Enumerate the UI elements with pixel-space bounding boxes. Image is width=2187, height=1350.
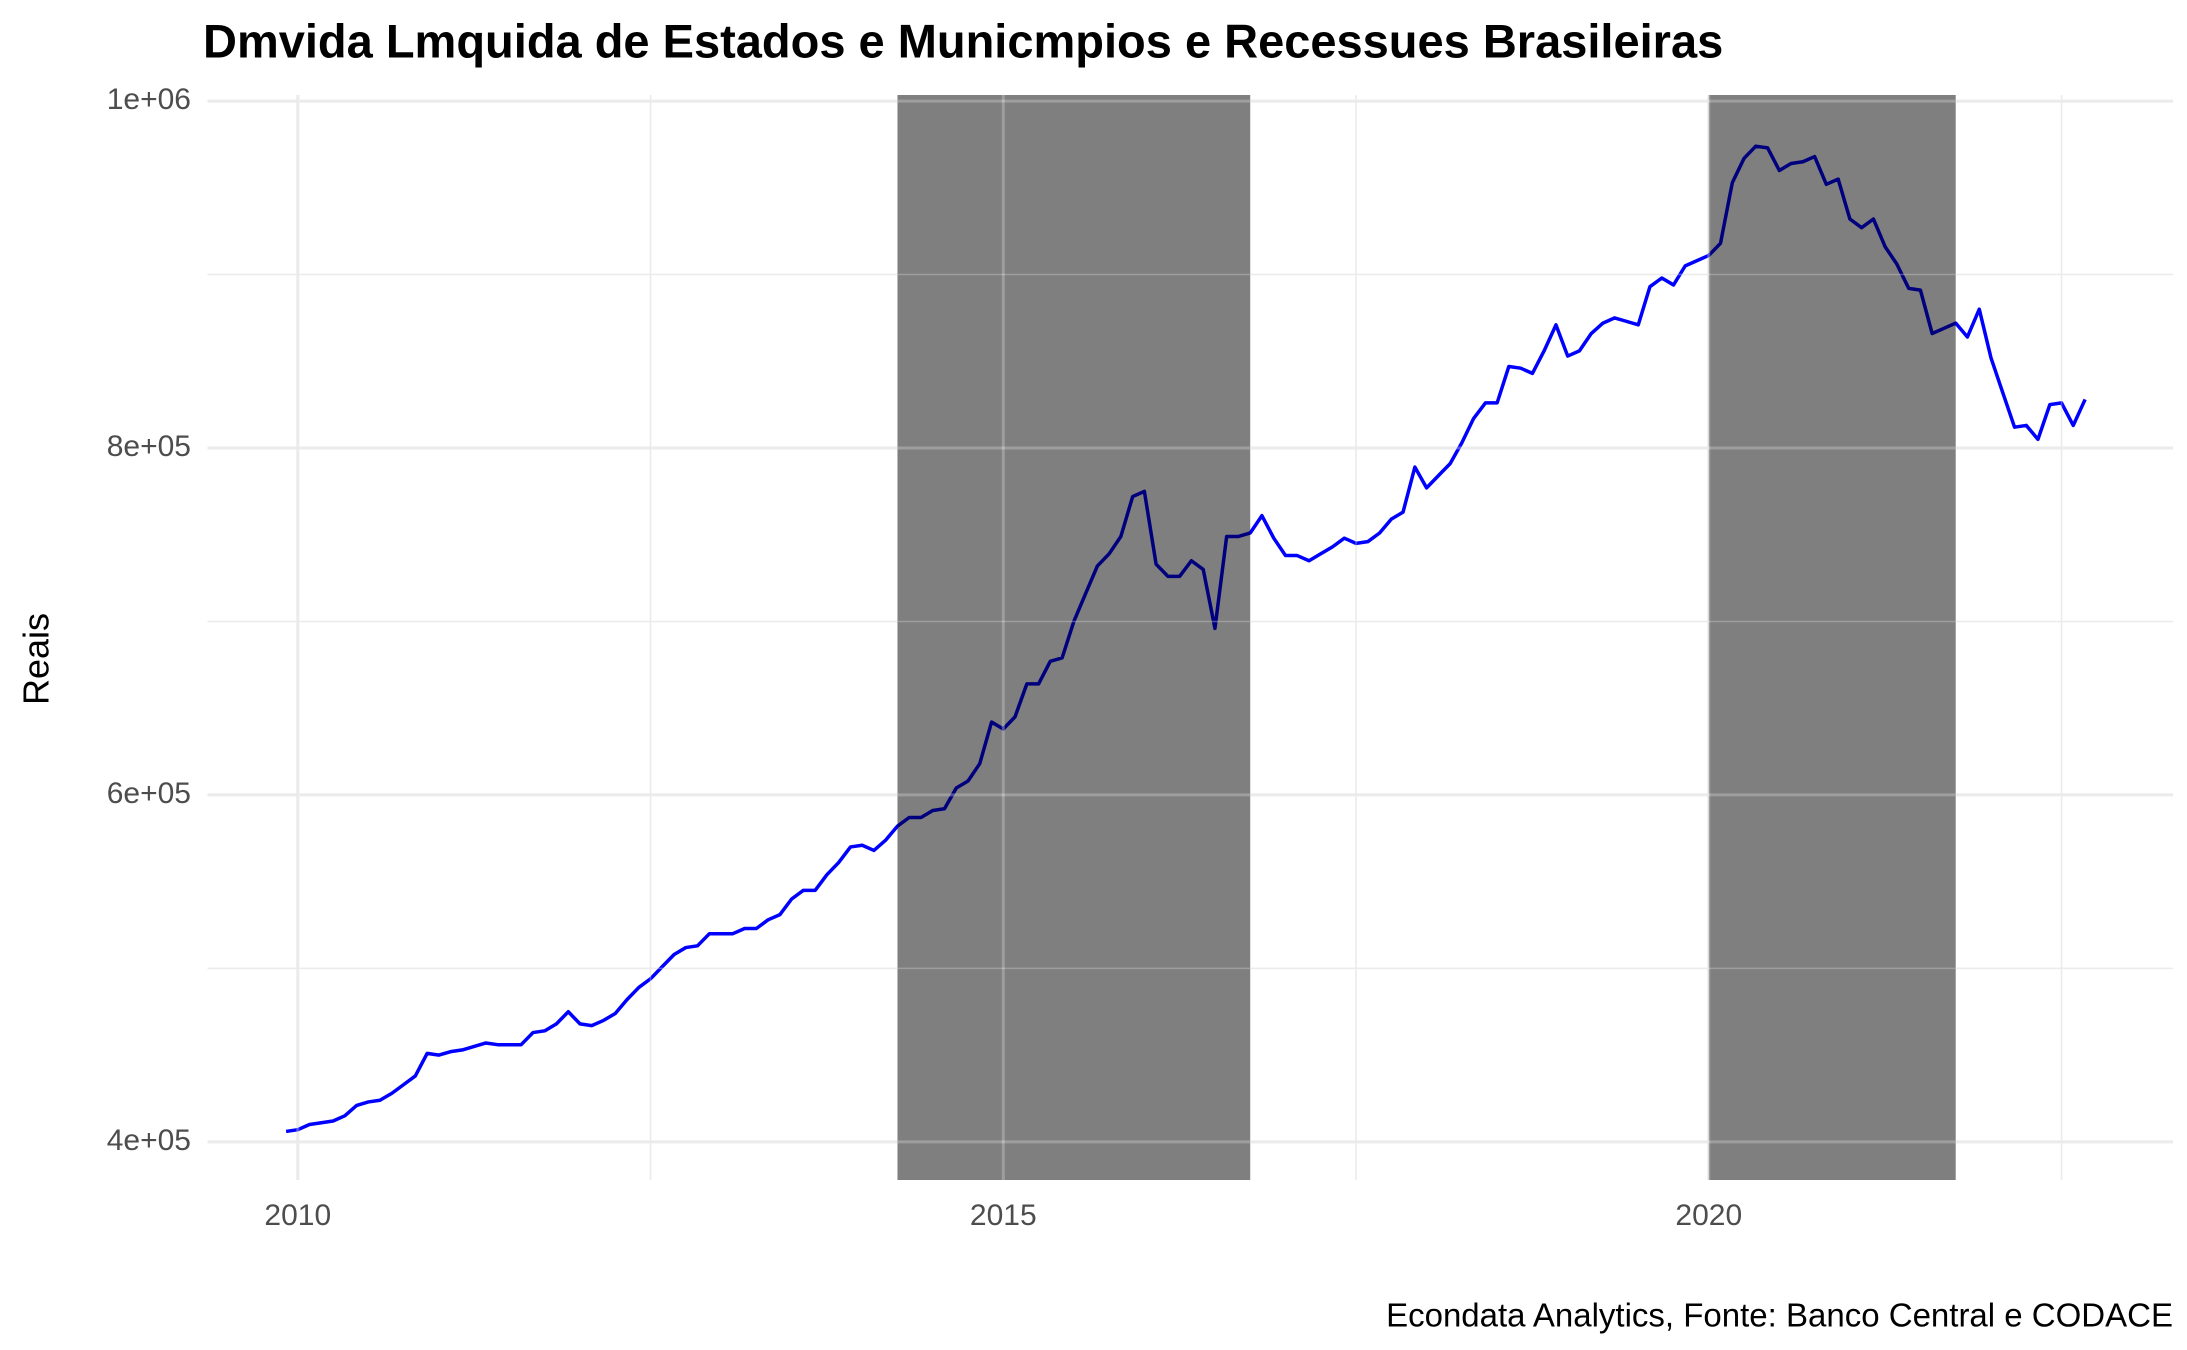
recession-band [1708, 95, 1956, 1180]
x-tick-label: 2020 [1675, 1199, 1742, 1232]
y-tick-label: 8e+05 [107, 430, 191, 463]
caption: Econdata Analytics, Fonte: Banco Central… [1386, 1297, 2173, 1334]
y-tick-label: 6e+05 [107, 777, 191, 810]
y-axis-title: Reais [16, 613, 57, 705]
chart-title: Dmvida Lmquida de Estados e Municmpios e… [203, 14, 1723, 67]
recession-band [897, 95, 1251, 1180]
y-tick-label: 1e+06 [107, 83, 191, 116]
x-tick-label: 2015 [970, 1199, 1037, 1232]
x-tick-label: 2010 [264, 1199, 331, 1232]
y-tick-label: 4e+05 [107, 1124, 191, 1157]
